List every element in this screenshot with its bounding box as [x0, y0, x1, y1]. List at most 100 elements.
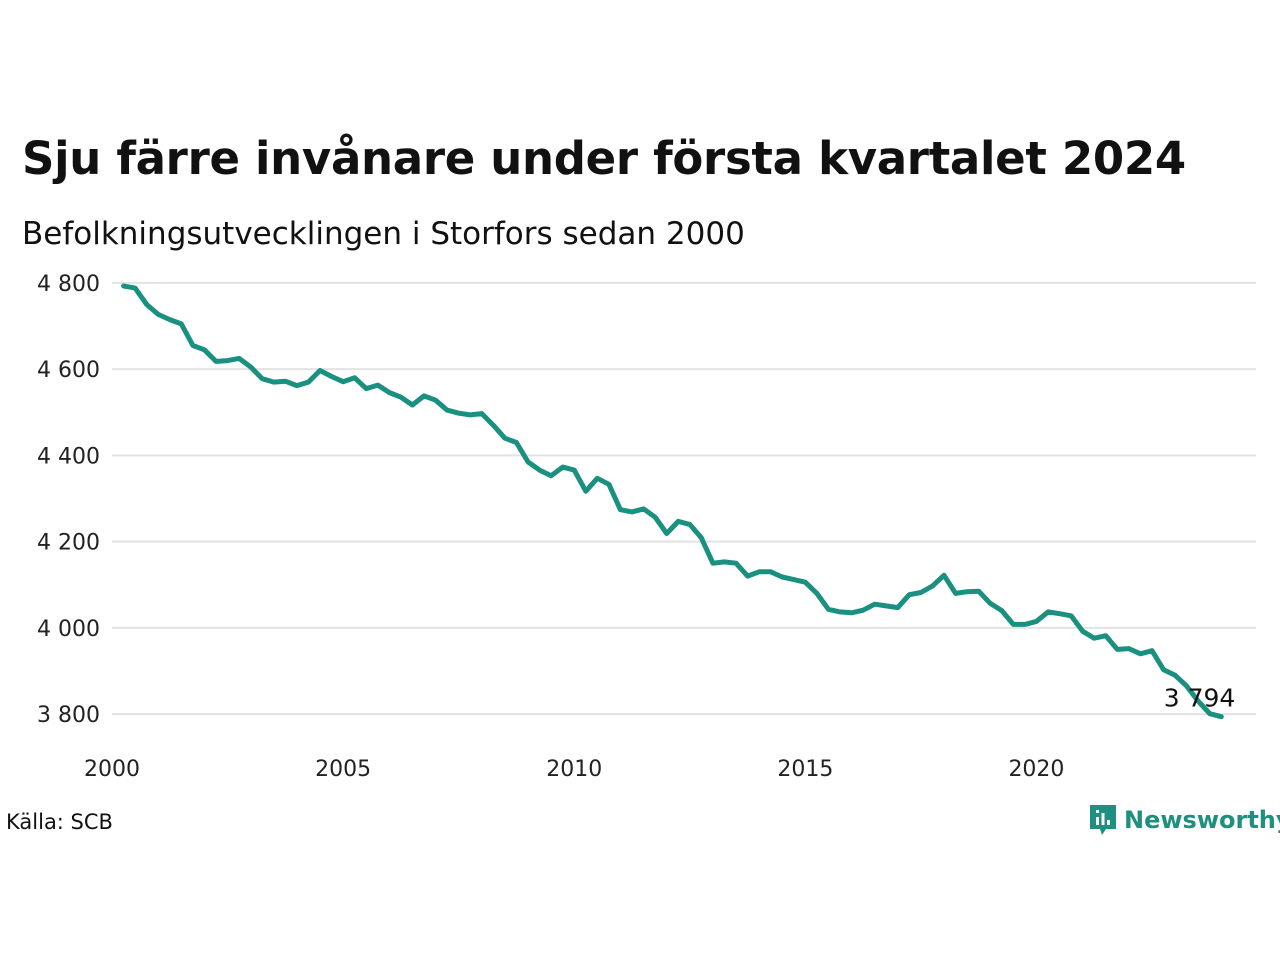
data-point [988, 601, 993, 606]
data-point [1196, 699, 1201, 704]
data-point [814, 591, 820, 596]
data-point [1011, 622, 1016, 627]
data-point [294, 383, 300, 388]
data-point [1068, 613, 1074, 618]
data-point [999, 608, 1004, 613]
series-layer [121, 283, 1224, 720]
data-point [1103, 633, 1109, 638]
grid-lines [112, 281, 1256, 716]
brand-name: Newsworthy [1124, 806, 1280, 834]
data-point [722, 559, 727, 565]
x-tick-label: 2010 [546, 757, 602, 782]
data-point [849, 610, 854, 615]
data-point [1034, 619, 1039, 624]
data-point [1207, 711, 1213, 716]
source-note: Källa: SCB [6, 810, 113, 834]
data-point [907, 592, 912, 597]
data-point [1149, 648, 1155, 653]
data-point [548, 473, 554, 478]
data-point [606, 482, 612, 487]
annotation-layer: 3 794 [1164, 684, 1236, 713]
data-point [398, 395, 404, 400]
data-point [1172, 673, 1178, 678]
data-point [699, 535, 704, 540]
data-point [421, 393, 427, 399]
data-point [768, 569, 773, 574]
chart-title: Sju färre invånare under första kvartale… [22, 132, 1186, 185]
data-point [375, 382, 380, 388]
data-point [132, 285, 138, 291]
data-point [791, 577, 796, 582]
data-point [491, 423, 496, 428]
data-point [317, 368, 323, 373]
data-point [1115, 647, 1120, 652]
data-point [329, 374, 334, 379]
data-point [837, 609, 843, 615]
data-point [641, 506, 646, 512]
data-point [456, 411, 461, 416]
data-point [733, 561, 739, 566]
series-line [121, 283, 1224, 720]
data-point [1126, 646, 1132, 651]
data-point [618, 507, 623, 512]
data-point [1057, 611, 1062, 616]
end-value-label: 3 794 [1164, 684, 1236, 713]
data-point [190, 343, 196, 348]
chart-subtitle: Befolkningsutvecklingen i Storfors sedan… [22, 216, 745, 252]
data-point [664, 531, 669, 536]
data-point [306, 379, 311, 385]
data-point [803, 580, 808, 585]
data-point [225, 358, 230, 363]
data-point [826, 607, 831, 612]
data-point [213, 359, 219, 364]
data-point [502, 436, 508, 441]
data-point [1138, 651, 1143, 656]
data-point [710, 561, 716, 566]
y-tick-label: 4 600 [37, 358, 100, 383]
data-point [595, 476, 600, 481]
data-point [860, 608, 866, 613]
data-point [121, 283, 126, 289]
data-point [248, 364, 253, 370]
newsworthy-logo-icon [1090, 805, 1116, 835]
data-point [352, 375, 357, 380]
data-point [179, 321, 184, 327]
data-point [433, 398, 438, 403]
x-tick-label: 2015 [777, 757, 833, 782]
data-point [1219, 714, 1224, 719]
data-point [525, 459, 531, 465]
data-point [572, 467, 577, 473]
data-point [202, 347, 207, 352]
data-point [260, 376, 265, 381]
x-tick-label: 2005 [315, 757, 371, 782]
data-point [745, 573, 750, 579]
data-points [121, 283, 1224, 719]
x-tick-label: 2000 [84, 757, 140, 782]
data-point [410, 402, 415, 408]
data-point [1045, 609, 1051, 615]
data-point [364, 386, 369, 391]
data-point [1184, 683, 1189, 689]
data-point [1080, 629, 1085, 634]
data-point [514, 440, 519, 445]
data-point [444, 407, 450, 413]
data-point [560, 464, 565, 470]
data-point [583, 489, 588, 494]
data-point [387, 390, 392, 395]
data-point [537, 467, 542, 473]
x-tick-label: 2020 [1008, 757, 1064, 782]
data-point [1022, 622, 1028, 627]
data-point [756, 569, 762, 574]
data-point [676, 519, 681, 524]
y-tick-label: 4 200 [37, 531, 100, 556]
data-point [468, 412, 473, 418]
data-point [144, 302, 149, 307]
data-point [872, 602, 877, 607]
data-point [953, 591, 958, 596]
y-tick-label: 3 800 [37, 703, 100, 728]
data-point [918, 590, 924, 595]
y-axis: 3 800 4 000 4 200 4 400 4 600 4 800 [37, 272, 100, 728]
data-point [895, 605, 900, 610]
brand-logo[interactable]: Newsworthy [1088, 803, 1280, 837]
data-point [156, 312, 161, 317]
